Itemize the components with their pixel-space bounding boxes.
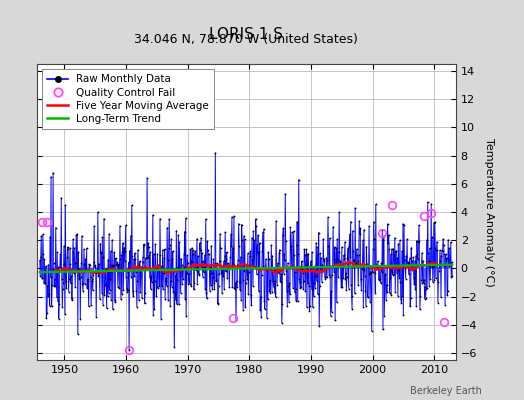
Y-axis label: Temperature Anomaly (°C): Temperature Anomaly (°C) <box>484 138 494 286</box>
Title: LORIS 1 S: LORIS 1 S <box>209 27 283 42</box>
Text: Berkeley Earth: Berkeley Earth <box>410 386 482 396</box>
Text: 34.046 N, 78.870 W (United States): 34.046 N, 78.870 W (United States) <box>134 33 358 46</box>
Legend: Raw Monthly Data, Quality Control Fail, Five Year Moving Average, Long-Term Tren: Raw Monthly Data, Quality Control Fail, … <box>42 69 214 129</box>
